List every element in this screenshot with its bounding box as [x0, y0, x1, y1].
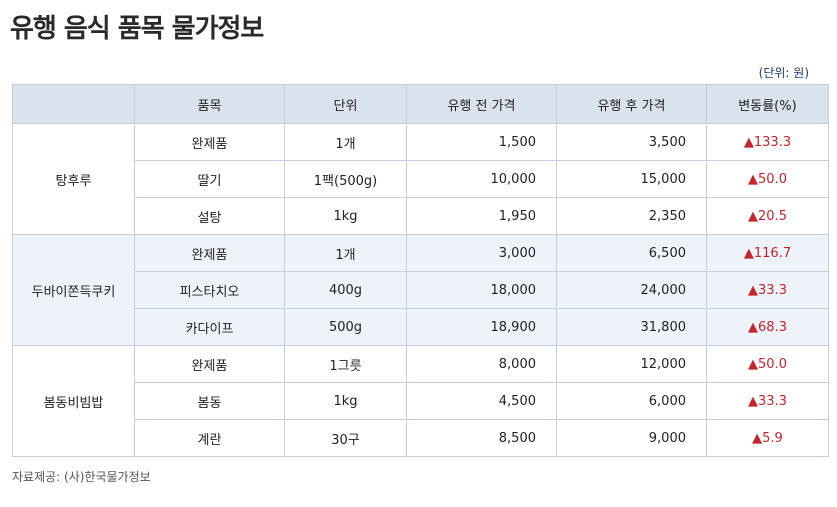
unit-cell: 1kg — [284, 197, 407, 235]
after-price-cell: 15,000 — [556, 160, 707, 198]
unit-cell: 1kg — [284, 382, 407, 420]
after-price-cell: 3,500 — [556, 123, 707, 161]
after-price-cell: 12,000 — [556, 345, 707, 383]
before-price-cell: 4,500 — [406, 382, 557, 420]
group-label-tanghulu: 탕후루 — [12, 123, 135, 235]
change-rate-cell: ▲33.3 — [706, 271, 829, 309]
header-unit: 단위 — [284, 84, 407, 124]
header-row: 품목 단위 유행 전 가격 유행 후 가격 변동률(%) — [12, 84, 829, 124]
item-cell: 딸기 — [134, 160, 285, 198]
item-cell: 피스타치오 — [134, 271, 285, 309]
table-row: 딸기 1팩(500g) 10,000 15,000 ▲50.0 — [13, 160, 829, 198]
before-price-cell: 8,000 — [406, 345, 557, 383]
unit-cell: 500g — [284, 308, 407, 346]
table-row: 설탕 1kg 1,950 2,350 ▲20.5 — [13, 197, 829, 235]
after-price-cell: 2,350 — [556, 197, 707, 235]
change-rate-cell: ▲33.3 — [706, 382, 829, 420]
header-item: 품목 — [134, 84, 285, 124]
item-cell: 설탕 — [134, 197, 285, 235]
unit-cell: 1그릇 — [284, 345, 407, 383]
item-cell: 완제품 — [134, 345, 285, 383]
change-rate-cell: ▲50.0 — [706, 160, 829, 198]
after-price-cell: 6,500 — [556, 234, 707, 272]
item-cell: 완제품 — [134, 234, 285, 272]
item-cell: 카다이프 — [134, 308, 285, 346]
unit-cell: 1개 — [284, 123, 407, 161]
header-change-rate: 변동률(%) — [706, 84, 829, 124]
unit-cell: 1팩(500g) — [284, 160, 407, 198]
page-title: 유행 음식 품목 물가정보 — [10, 14, 264, 44]
price-table: 품목 단위 유행 전 가격 유행 후 가격 변동률(%) 탕후루 완제품 1개 … — [12, 84, 829, 457]
table-row: 두바이쫀득쿠키 완제품 1개 3,000 6,500 ▲116.7 — [12, 234, 829, 346]
after-price-cell: 31,800 — [556, 308, 707, 346]
change-rate-cell: ▲133.3 — [706, 123, 829, 161]
before-price-cell: 1,950 — [406, 197, 557, 235]
after-price-cell: 6,000 — [556, 382, 707, 420]
after-price-cell: 9,000 — [556, 419, 707, 457]
change-rate-cell: ▲5.9 — [706, 419, 829, 457]
change-rate-cell: ▲116.7 — [706, 234, 829, 272]
unit-cell: 1개 — [284, 234, 407, 272]
source-credit: 자료제공: (사)한국물가정보 — [12, 470, 151, 484]
table-row: 피스타치오 400g 18,000 24,000 ▲33.3 — [13, 271, 829, 309]
header-after-price: 유행 후 가격 — [556, 84, 707, 124]
unit-note: (단위: 원) — [758, 66, 809, 80]
table-row: 봄동 1kg 4,500 6,000 ▲33.3 — [13, 382, 829, 420]
unit-cell: 400g — [284, 271, 407, 309]
header-before-price: 유행 전 가격 — [406, 84, 557, 124]
item-cell: 완제품 — [134, 123, 285, 161]
item-cell: 계란 — [134, 419, 285, 457]
before-price-cell: 18,900 — [406, 308, 557, 346]
item-cell: 봄동 — [134, 382, 285, 420]
group-label-bomdong-bibimbap: 봄동비빔밥 — [12, 345, 135, 457]
change-rate-cell: ▲50.0 — [706, 345, 829, 383]
before-price-cell: 18,000 — [406, 271, 557, 309]
before-price-cell: 3,000 — [406, 234, 557, 272]
before-price-cell: 1,500 — [406, 123, 557, 161]
before-price-cell: 10,000 — [406, 160, 557, 198]
change-rate-cell: ▲20.5 — [706, 197, 829, 235]
group-label-dubai-cookie: 두바이쫀득쿠키 — [12, 234, 135, 346]
after-price-cell: 24,000 — [556, 271, 707, 309]
unit-cell: 30구 — [284, 419, 407, 457]
before-price-cell: 8,500 — [406, 419, 557, 457]
header-group — [12, 84, 135, 124]
table-row: 계란 30구 8,500 9,000 ▲5.9 — [13, 419, 829, 457]
change-rate-cell: ▲68.3 — [706, 308, 829, 346]
table-row: 탕후루 완제품 1개 1,500 3,500 ▲133.3 — [12, 123, 829, 235]
table-row: 봄동비빔밥 완제품 1그릇 8,000 12,000 ▲50.0 — [12, 345, 829, 457]
table-row: 카다이프 500g 18,900 31,800 ▲68.3 — [13, 308, 829, 346]
